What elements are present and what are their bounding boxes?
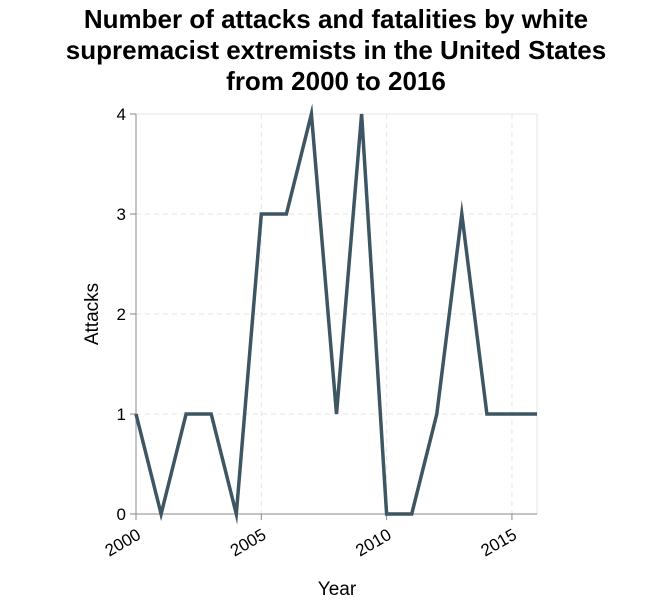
y-axis-label: Attacks bbox=[82, 283, 103, 345]
x-tick-label: 2010 bbox=[352, 525, 394, 560]
chart-title-line: from 2000 to 2016 bbox=[226, 66, 446, 96]
y-tick-label: 2 bbox=[117, 305, 126, 324]
x-axis-label: Year bbox=[318, 579, 357, 600]
y-tick-label: 1 bbox=[117, 405, 126, 424]
series-layer bbox=[134, 103, 537, 525]
grid-lines bbox=[136, 113, 538, 514]
x-tick-label: 2005 bbox=[227, 525, 269, 560]
y-tick-label: 0 bbox=[117, 505, 126, 524]
chart-title-line: supremacist extremists in the United Sta… bbox=[65, 35, 607, 65]
series-line bbox=[134, 103, 537, 525]
x-tick-label: 2015 bbox=[478, 525, 520, 560]
tick-labels: 0 1 2 3 4 2000 2005 2010 2015 bbox=[102, 105, 520, 560]
x-tick-label: 2000 bbox=[102, 525, 144, 560]
chart-title-line: Number of attacks and fatalities by whit… bbox=[83, 4, 589, 34]
y-tick-label: 4 bbox=[117, 105, 126, 124]
chart-title: Number of attacks and fatalities by whit… bbox=[0, 4, 672, 97]
axes bbox=[130, 113, 537, 520]
y-tick-label: 3 bbox=[117, 205, 126, 224]
